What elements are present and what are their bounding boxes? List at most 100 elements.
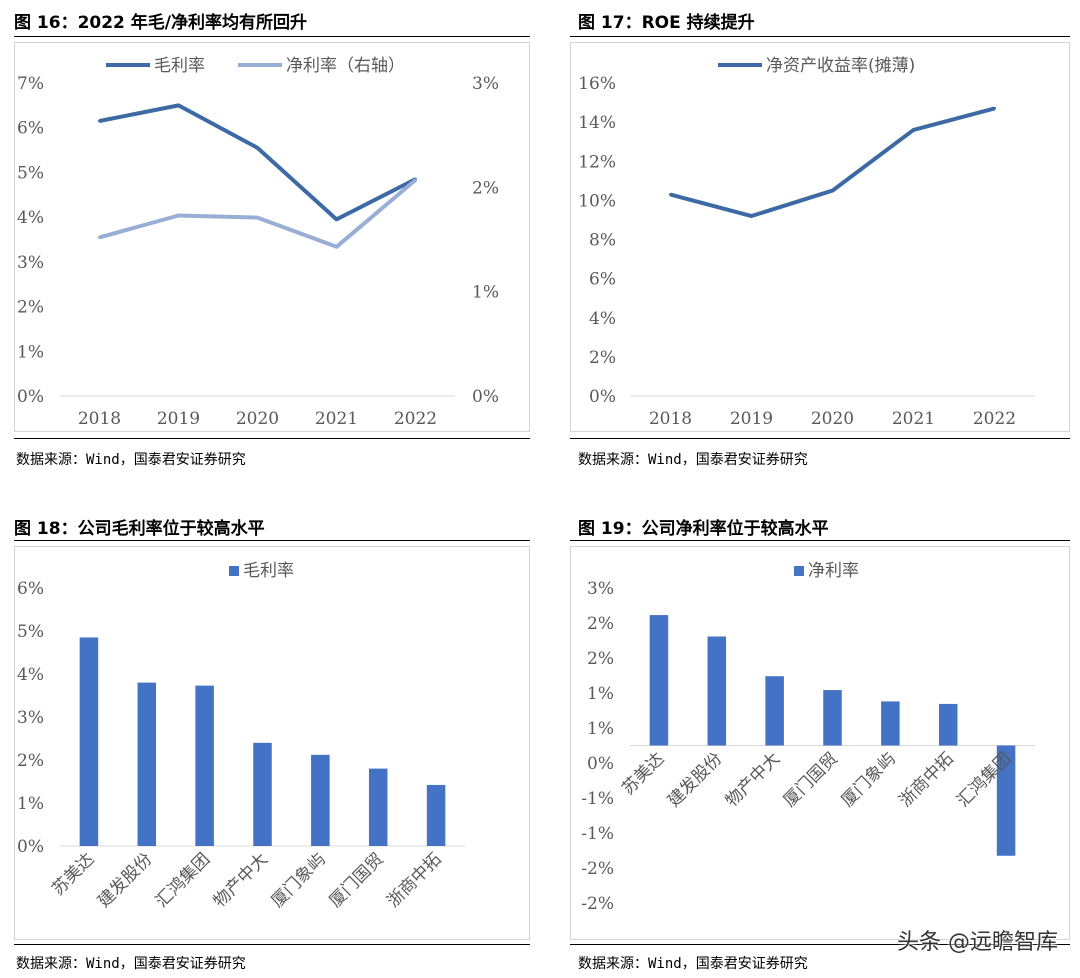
y-tick-label: 2% <box>587 649 614 669</box>
chart-frame <box>570 546 1070 940</box>
source-note: 数据来源：Wind，国泰君安证券研究 <box>16 452 246 468</box>
legend-label: 毛利率 <box>243 561 294 581</box>
y-tick-label: -2% <box>581 859 614 879</box>
bar <box>707 636 727 746</box>
x-tick-label: 建发股份 <box>94 849 156 911</box>
chart-title: 图 16：2022 年毛/净利率均有所回升 <box>14 13 308 33</box>
y-tick-label-right: 0% <box>472 387 499 407</box>
y-tick-label: 2% <box>589 348 616 368</box>
legend-swatch <box>794 566 804 576</box>
data-point <box>256 146 259 150</box>
y-tick-label: 3% <box>17 708 44 728</box>
data-point <box>993 106 996 110</box>
legend-label: 净利率 <box>808 561 859 581</box>
data-point <box>177 103 180 107</box>
bar <box>195 685 214 846</box>
y-tick-label: 1% <box>17 794 44 814</box>
x-tick-label: 厦门象屿 <box>268 849 330 911</box>
chart-panel-fig17: 图 17：ROE 持续提升 数据来源：Wind，国泰君安证券研究 <box>570 0 1070 480</box>
y-tick-label-left: 4% <box>17 208 44 228</box>
watermark: 头条 @远瞻智库 <box>897 930 1058 955</box>
x-tick-label: 浙商中拓 <box>383 849 445 911</box>
data-point <box>912 128 915 132</box>
bar <box>938 703 958 746</box>
y-tick-label: 12% <box>578 152 616 172</box>
y-tick-label: 0% <box>17 837 44 857</box>
x-tick-label: 2019 <box>730 409 773 429</box>
y-tick-label-right: 3% <box>472 74 499 94</box>
y-tick-label: 4% <box>17 665 44 685</box>
x-tick-label: 厦门国贸 <box>326 849 388 911</box>
source-note: 数据来源：Wind，国泰君安证券研究 <box>578 956 808 972</box>
series-line <box>98 178 417 249</box>
legend-label: 净资产收益率(摊薄) <box>766 56 915 76</box>
chart-fig18: 0% 1% 2% 3% 4% 5% 6% 苏美达建发股份汇鸿集团物产中大厦门象屿厦门国贸浙商中… <box>17 561 465 912</box>
chart-title: 图 17：ROE 持续提升 <box>578 13 755 33</box>
legend-label: 毛利率 <box>154 56 205 76</box>
chart-fig19: -2% -2% -1% -1% 0% 1% 1% 2% 2% 3% 苏美达建发股份物产中大厦门国贸厦… <box>581 561 1035 914</box>
title-rule <box>14 36 530 37</box>
data-point <box>335 217 338 221</box>
y-tick-label-left: 5% <box>17 163 44 183</box>
chart-panel-fig16: 图 16：2022 年毛/净利率均有所回升 数据来源：Wind，国泰君安证券研究 <box>14 0 530 480</box>
y-tick-label: -2% <box>581 894 614 914</box>
x-tick-label: 2018 <box>649 409 692 429</box>
title-rule <box>570 36 1070 37</box>
y-tick-label: 2% <box>587 614 614 634</box>
data-point <box>414 178 417 182</box>
x-tick-label: 2019 <box>157 409 200 429</box>
y-tick-label-left: 2% <box>17 298 44 318</box>
x-tick-label: 2020 <box>811 409 854 429</box>
bottom-rule <box>14 438 530 439</box>
y-tick-label: -1% <box>581 789 614 809</box>
chart-title: 图 19：公司净利率位于较高水平 <box>578 519 829 539</box>
chart-fig16: 0% 1% 2% 3% 4% 5% 6% 7% 0% 1% 2% 3% 2018 2019 2020 2021… <box>17 56 499 429</box>
y-tick-label: 16% <box>578 74 616 94</box>
bar <box>881 701 900 746</box>
data-point <box>831 189 834 193</box>
x-tick-label: 2022 <box>394 409 437 429</box>
y-tick-label: 2% <box>17 751 44 771</box>
bar <box>996 745 1016 856</box>
x-tick-label: 2021 <box>315 409 358 429</box>
legend-swatch <box>229 566 239 576</box>
x-tick-label: 苏美达 <box>48 849 98 899</box>
bar <box>765 676 784 746</box>
bar <box>426 784 446 846</box>
y-tick-label-left: 3% <box>17 253 44 273</box>
bar <box>649 615 669 746</box>
y-tick-label: -1% <box>581 824 614 844</box>
source-note: 数据来源：Wind，国泰君安证券研究 <box>578 452 808 468</box>
chart-title: 图 18：公司毛利率位于较高水平 <box>14 519 265 539</box>
y-tick-label: 0% <box>587 754 614 774</box>
y-tick-label: 14% <box>578 113 616 133</box>
y-tick-label: 6% <box>589 270 616 290</box>
x-tick-label: 2018 <box>78 409 121 429</box>
x-tick-label: 2022 <box>973 409 1016 429</box>
data-point <box>98 235 101 239</box>
x-tick-label: 建发股份 <box>664 749 726 811</box>
y-tick-label: 0% <box>589 387 616 407</box>
bar <box>79 637 99 846</box>
series-line <box>99 103 417 222</box>
x-tick-label: 汇鸿集团 <box>152 849 214 911</box>
chart-fig17: 0% 2% 4% 6% 8% 10% 12% 14% 16% 2018 2019 2020 2021 20… <box>578 56 1035 429</box>
bar <box>823 690 842 746</box>
y-tick-label: 5% <box>17 622 44 642</box>
bottom-rule <box>570 944 1070 945</box>
x-tick-label: 厦门象屿 <box>838 749 900 811</box>
y-tick-label-left: 0% <box>17 387 44 407</box>
data-point <box>335 245 338 249</box>
x-tick-label: 苏美达 <box>618 749 668 799</box>
title-rule <box>570 540 1070 541</box>
y-tick-label: 1% <box>587 684 614 704</box>
x-tick-label: 2021 <box>892 409 935 429</box>
bottom-rule <box>570 438 1070 439</box>
x-tick-label: 物产中大 <box>210 849 272 911</box>
bar <box>137 682 157 846</box>
bar <box>311 754 330 846</box>
bar <box>368 768 388 846</box>
y-tick-label-left: 6% <box>17 119 44 139</box>
y-tick-label: 10% <box>578 191 616 211</box>
x-tick-label: 物产中大 <box>722 749 784 811</box>
